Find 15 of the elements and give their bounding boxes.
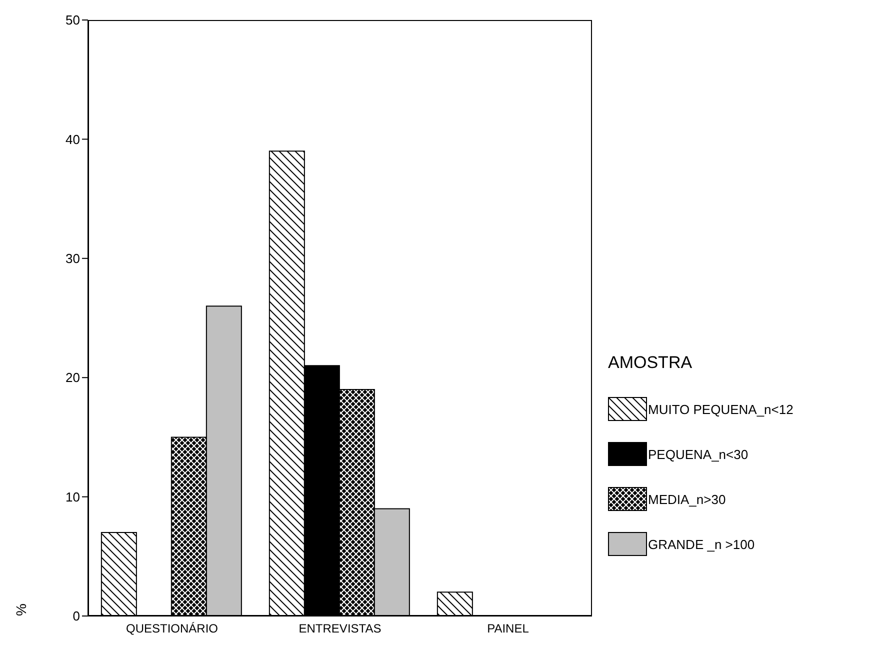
y-tick-label: 40	[66, 132, 80, 147]
legend-title: AMOSTRA	[608, 353, 694, 373]
y-tick-label: 50	[66, 12, 80, 28]
legend-label: GRANDE _n >100	[648, 536, 755, 552]
y-axis-title: %	[13, 604, 29, 616]
y-tick-label: 20	[66, 370, 80, 386]
x-tick-label: ENTREVISTAS	[298, 622, 382, 636]
y-tick-label: 30	[66, 251, 80, 266]
legend-label: MUITO PEQUENA_n<12	[648, 402, 794, 416]
legend-label: MEDIA_n>30	[648, 492, 726, 506]
y-tick-label: 0	[72, 608, 80, 624]
x-tick-label: QUESTIONÁRIO	[126, 622, 218, 636]
legend-label: PEQUENA_n<30	[648, 446, 748, 462]
y-tick-label: 10	[66, 489, 80, 504]
x-tick-label: PAINEL	[487, 622, 530, 636]
